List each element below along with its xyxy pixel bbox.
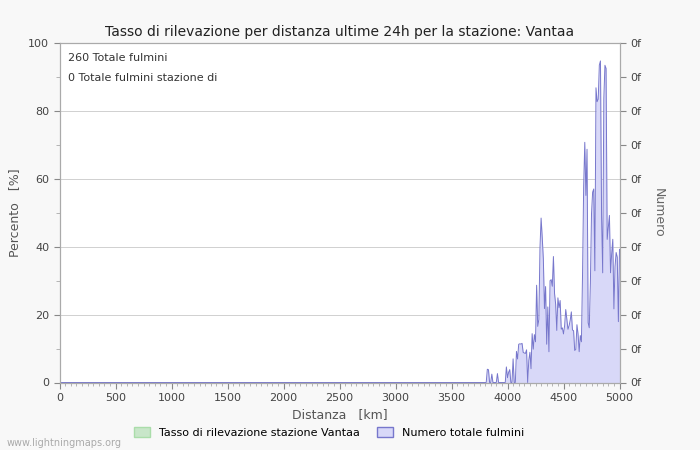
Y-axis label: Numero: Numero: [652, 188, 665, 238]
X-axis label: Distanza   [km]: Distanza [km]: [292, 409, 387, 422]
Title: Tasso di rilevazione per distanza ultime 24h per la stazione: Vantaa: Tasso di rilevazione per distanza ultime…: [105, 25, 574, 39]
Legend: Tasso di rilevazione stazione Vantaa, Numero totale fulmini: Tasso di rilevazione stazione Vantaa, Nu…: [129, 423, 529, 442]
Y-axis label: Percento   [%]: Percento [%]: [8, 168, 21, 257]
Text: 260 Totale fulmini: 260 Totale fulmini: [68, 53, 167, 63]
Text: www.lightningmaps.org: www.lightningmaps.org: [7, 438, 122, 448]
Text: 0 Totale fulmini stazione di: 0 Totale fulmini stazione di: [68, 73, 217, 83]
